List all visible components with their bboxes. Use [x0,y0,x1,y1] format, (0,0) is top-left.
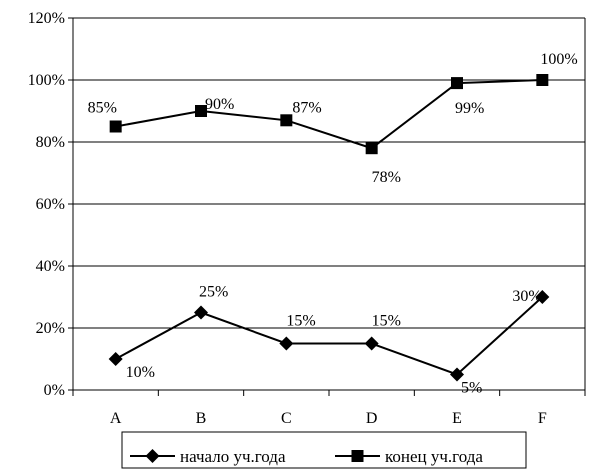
data-point-diamond [108,352,123,366]
data-label: 100% [540,51,577,68]
y-tick-label: 120% [28,10,65,27]
axes [68,17,586,396]
data-labels: 10% 25% 15% 15% 5% 30% 85% 90% 87% 78% 99% 100% [88,51,578,397]
data-point-diamond [194,305,208,320]
data-label: 15% [286,313,315,330]
y-tick-label: 100% [28,72,65,89]
data-point-diamond [364,336,379,351]
legend-label-start-of-year: начало уч.года [180,447,286,466]
data-point-square [365,142,378,155]
data-label: 78% [372,169,401,186]
data-label: 87% [292,99,321,116]
data-point-diamond [279,336,294,351]
data-label: 30% [512,288,541,305]
data-label: 15% [372,313,401,330]
legend: начало уч.года конец уч.года [121,431,527,469]
y-tick-label: 80% [36,134,65,151]
data-label: 5% [461,380,482,397]
series-line-1 [115,79,543,150]
data-point-diamond [535,290,550,304]
y-tick-label: 0% [44,382,65,399]
y-axis-tick-labels: 0% 20% 40% 60% 80% 100% 120% [28,10,65,399]
y-tick-label: 60% [36,196,65,213]
x-tick-label: B [196,410,207,427]
data-point-square [109,120,122,133]
data-point-square [280,114,293,127]
data-label: 90% [205,96,234,113]
gridlines [73,17,585,329]
legend-label-end-of-year: конец уч.года [385,447,483,466]
x-tick-label: F [538,410,547,427]
data-point-diamond [450,367,464,382]
legend-square-marker [351,450,364,462]
x-tick-label: A [110,410,122,427]
data-label: 25% [199,284,228,301]
series-lines [108,74,550,382]
x-tick-label: D [366,410,378,427]
data-label: 85% [88,100,117,117]
data-point-square [536,74,549,86]
legend-diamond-marker [145,449,160,463]
y-tick-label: 20% [36,320,65,337]
y-tick-label: 40% [36,258,65,275]
x-axis-tick-labels: A B C D E F [110,410,547,427]
data-point-square [451,77,463,90]
series-line-0 [115,296,544,376]
data-label: 10% [126,364,155,381]
x-tick-label: C [281,410,292,427]
legend-box [121,431,527,469]
x-tick-label: E [452,410,462,427]
data-point-square [195,105,207,117]
data-label: 99% [455,100,484,117]
